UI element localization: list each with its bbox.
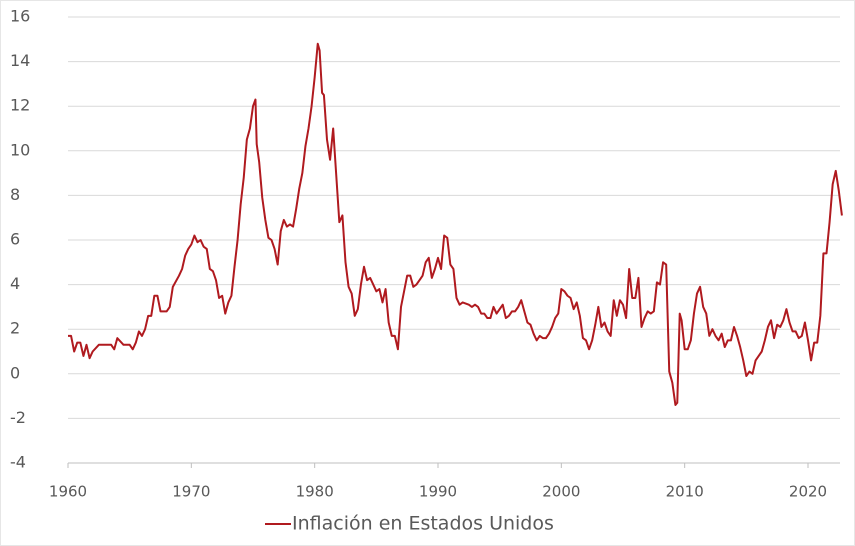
y-tick-label: 12: [10, 96, 30, 115]
series-line: [68, 42, 843, 407]
y-tick-label: 10: [10, 140, 30, 159]
x-tick-label: 1980: [296, 483, 334, 501]
y-tick-label: 0: [10, 363, 20, 382]
legend-label: Inflación en Estados Unidos: [292, 513, 554, 535]
legend: Inflación en Estados Unidos: [265, 513, 554, 535]
y-tick-label: 4: [10, 274, 20, 293]
y-tick-label: 2: [10, 319, 20, 338]
y-tick-label: 8: [10, 185, 20, 204]
x-tick-label: 2010: [666, 483, 704, 501]
x-tick-label: 1960: [49, 483, 87, 501]
y-tick-label: -2: [10, 408, 26, 427]
y-tick-label: -4: [10, 453, 26, 472]
x-tick-label: 2020: [789, 483, 827, 501]
x-tick-label: 1970: [172, 483, 210, 501]
y-tick-label: 14: [10, 51, 30, 70]
y-tick-label: 16: [10, 7, 30, 26]
y-tick-label: 6: [10, 230, 20, 249]
x-tick-label: 1990: [419, 483, 457, 501]
x-tick-label: 2000: [542, 483, 580, 501]
